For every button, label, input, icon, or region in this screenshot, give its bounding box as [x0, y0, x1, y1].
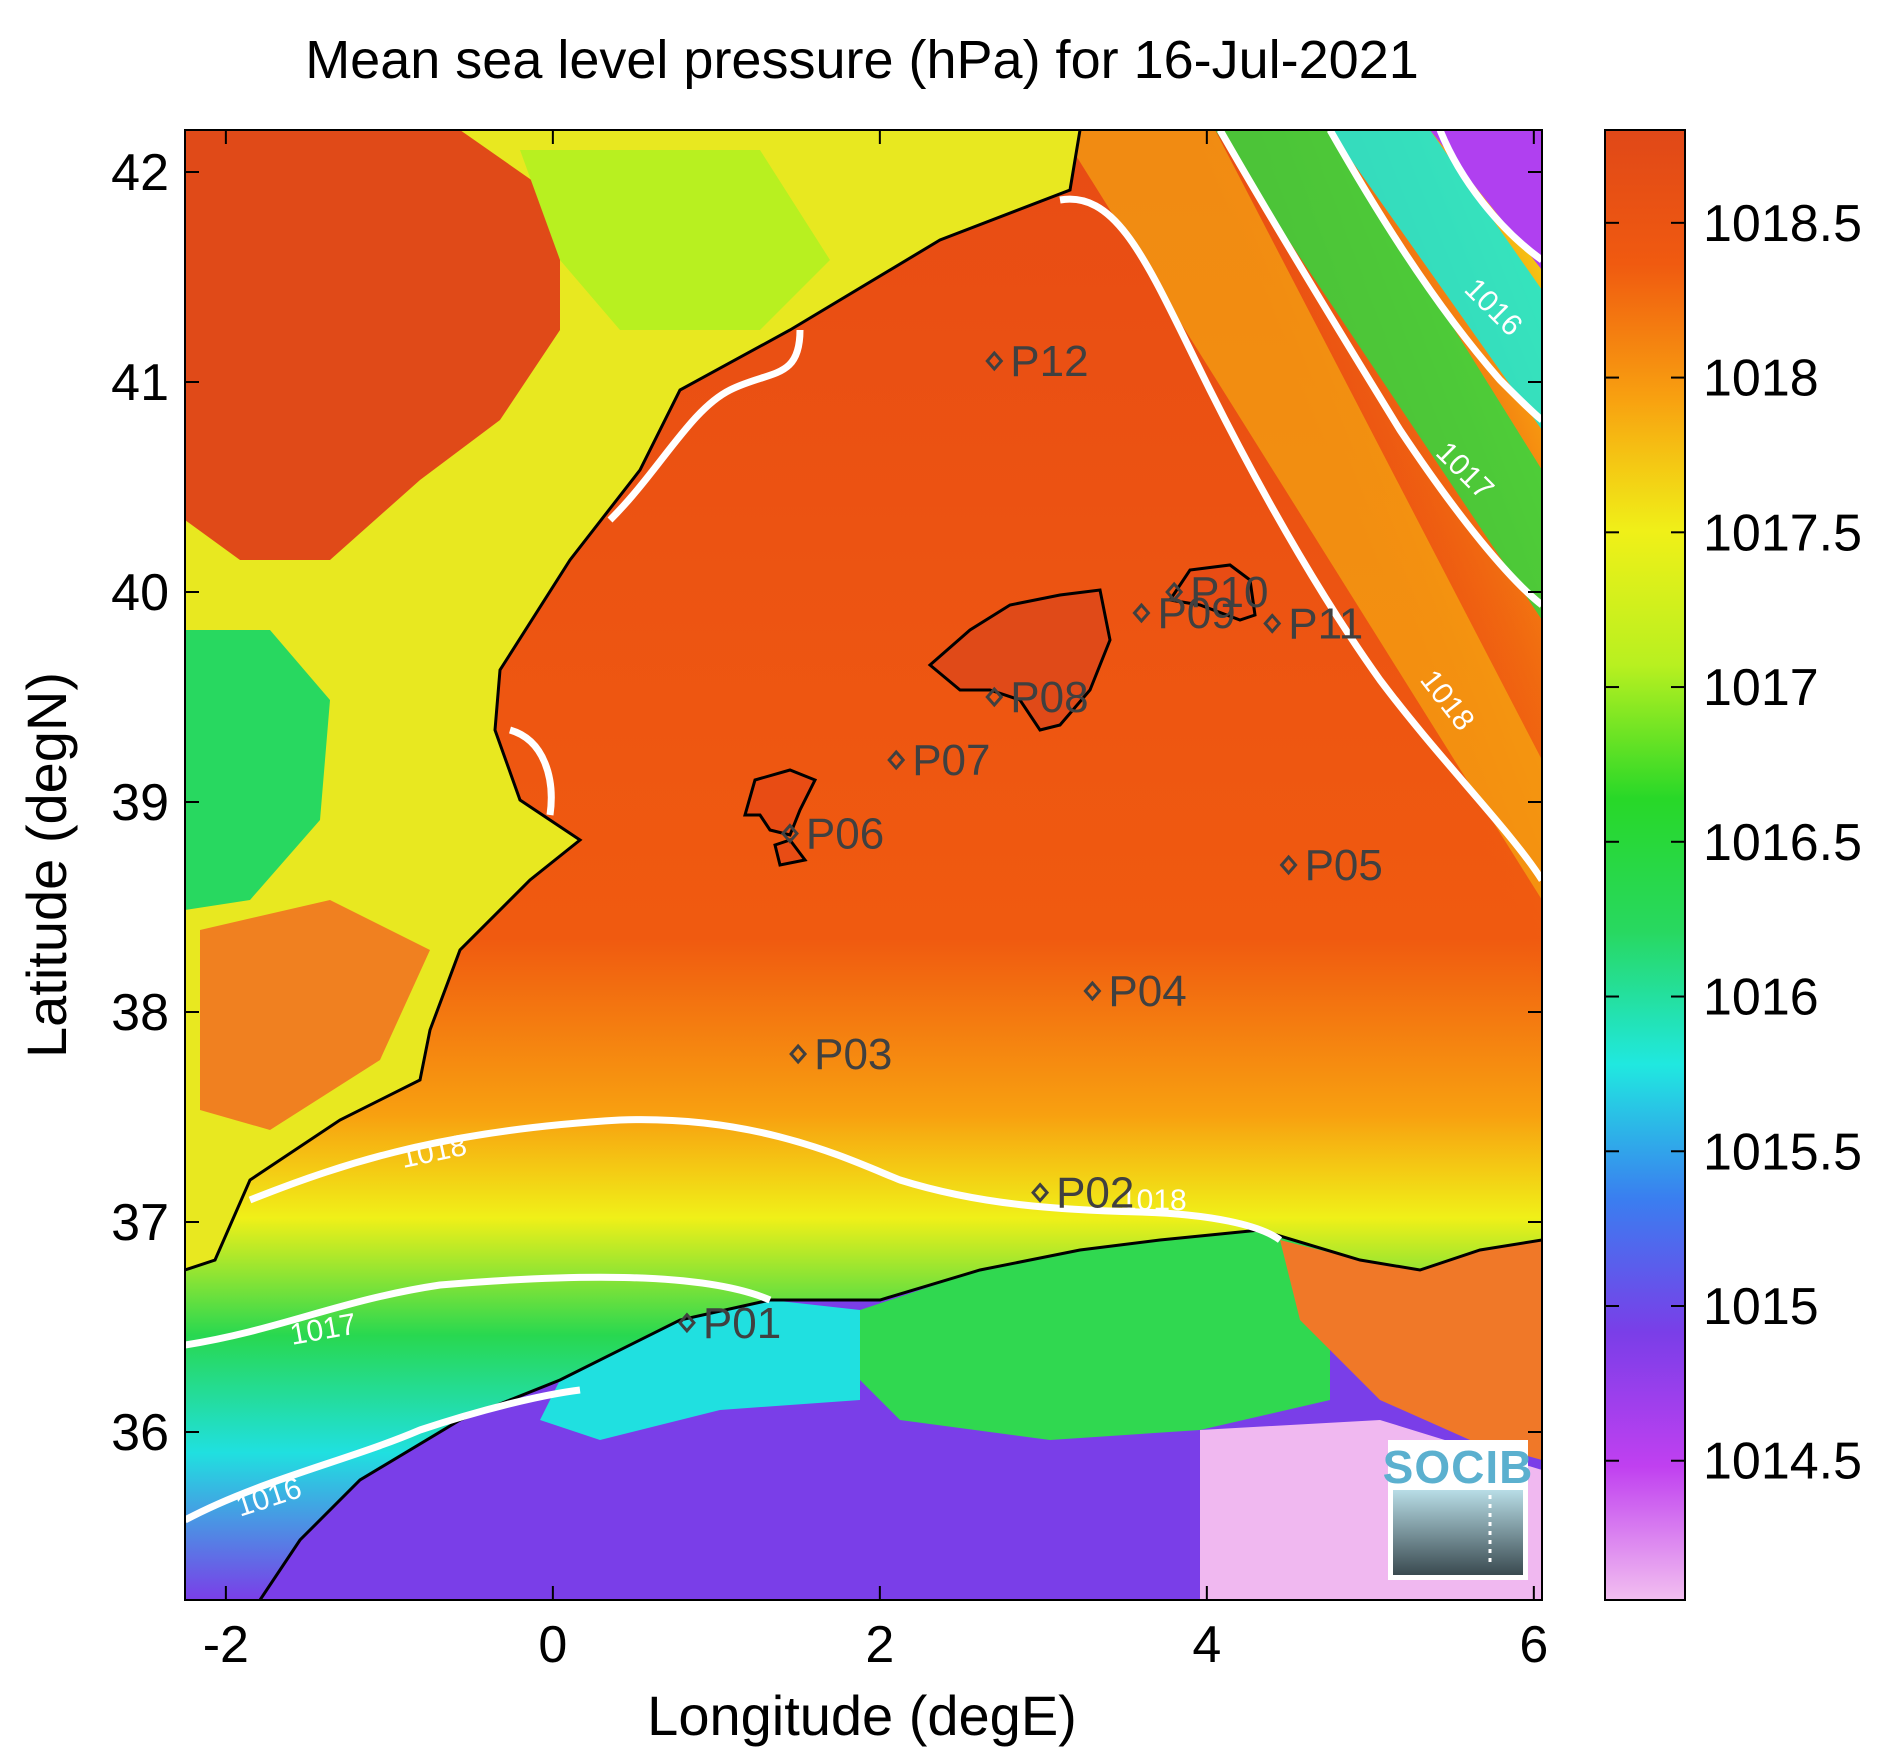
station-marker-4 — [1279, 854, 1298, 876]
x-tick-label-3: 4 — [1192, 1616, 1221, 1674]
map-plot-frame — [184, 129, 1543, 1601]
station-label-1: P02 — [1056, 1169, 1134, 1218]
station-marker-2 — [789, 1043, 808, 1065]
x-tick-label-4: 6 — [1519, 1616, 1548, 1674]
station-label-6: P07 — [912, 736, 990, 785]
northeast-green-band — [1215, 130, 1542, 620]
ibiza-island — [743, 768, 818, 837]
station-p05: P05 — [1279, 841, 1383, 890]
pressure-field: 1018 1018 1017 1016 1018 1017 1016 P01P0… — [185, 130, 1542, 1600]
station-p01: P01 — [677, 1299, 781, 1348]
colorbar-tick-label-1: 1015 — [1703, 1278, 1819, 1336]
station-label-3: P04 — [1108, 967, 1186, 1016]
iberia-orange-region — [200, 900, 430, 1130]
north-africa-cyan-region — [540, 1300, 860, 1440]
station-label-0: P01 — [703, 1299, 781, 1348]
station-marker-8 — [1132, 602, 1151, 624]
station-label-4: P05 — [1305, 841, 1383, 890]
colorbar-tick-label-0: 1014.5 — [1703, 1433, 1862, 1491]
x-axis: -2 0 2 4 6 — [203, 130, 1548, 1674]
colorbar-tick-label-8: 1018.5 — [1703, 195, 1862, 253]
station-marker-0 — [677, 1312, 696, 1334]
station-marker-6 — [887, 749, 906, 771]
iberia-coastline — [185, 130, 1082, 1272]
isobar-1018-east — [1059, 195, 1542, 882]
formentera-island — [773, 838, 808, 867]
y-tick-label-3: 39 — [111, 774, 169, 832]
station-p04: P04 — [1083, 967, 1187, 1016]
menorca-island — [1167, 563, 1257, 622]
isobar-1016-south — [185, 1386, 581, 1524]
y-tick-label-4: 40 — [111, 564, 169, 622]
pyrenees-green-region — [520, 150, 830, 330]
station-label-11: P12 — [1010, 337, 1088, 386]
station-marker-10 — [1263, 613, 1282, 634]
colorbar-tick-label-5: 1017 — [1703, 659, 1819, 717]
iberia-high-region — [185, 130, 560, 560]
isobar-1017-east — [1216, 130, 1542, 608]
north-africa-green-region — [860, 1230, 1330, 1440]
north-africa-orange-region — [1280, 1240, 1542, 1460]
iberia-green-region — [185, 630, 330, 910]
station-label-9: P10 — [1190, 568, 1268, 617]
contour-label-1018-center: 1018 — [1120, 1184, 1187, 1217]
figure-title: Mean sea level pressure (hPa) for 16-Jul… — [305, 30, 1419, 90]
y-tick-label-1: 37 — [111, 1194, 169, 1252]
y-tick-label-0: 36 — [111, 1404, 169, 1462]
isobar-1017-south — [185, 1273, 772, 1349]
colorbar-tick-label-3: 1016 — [1703, 969, 1819, 1027]
mallorca-island — [927, 588, 1112, 732]
station-p12: P12 — [985, 337, 1089, 386]
colorbar-tick-label-6: 1017.5 — [1703, 504, 1862, 562]
socib-logo-gradient — [1393, 1490, 1523, 1575]
y-tick-label-6: 42 — [111, 144, 169, 202]
x-tick-label-1: 0 — [538, 1616, 567, 1674]
colorbar — [1604, 129, 1686, 1601]
station-marker-7 — [985, 686, 1004, 708]
isobar-1018-coastal-pocket — [607, 329, 804, 523]
station-p06: P06 — [780, 810, 884, 859]
station-p03: P03 — [789, 1030, 892, 1079]
station-label-7: P08 — [1010, 673, 1088, 722]
station-marker-1 — [1031, 1182, 1050, 1203]
socib-logo: SOCIB — [1383, 1440, 1534, 1580]
socib-logo-text: SOCIB — [1383, 1441, 1534, 1493]
x-tick-label-0: -2 — [203, 1616, 249, 1674]
y-tick-label-5: 41 — [111, 354, 169, 412]
x-tick-label-2: 2 — [865, 1616, 894, 1674]
isobar-1015-northeast — [1436, 130, 1542, 263]
y-axis: 36 37 38 39 40 41 42 — [111, 144, 1542, 1462]
colorbar-tick-label-2: 1015.5 — [1703, 1123, 1862, 1181]
y-tick-label-2: 38 — [111, 984, 169, 1042]
station-marker-5 — [780, 823, 799, 844]
isobar-1018-south — [248, 1116, 1283, 1243]
station-marker-9 — [1165, 581, 1184, 603]
station-p07: P07 — [887, 736, 990, 785]
station-p02: P02 — [1031, 1169, 1134, 1218]
x-axis-title: Longitude (degE) — [647, 1684, 1077, 1747]
station-p10: P10 — [1165, 568, 1268, 617]
africa-coastline — [258, 1228, 1542, 1600]
colorbar-tick-label-7: 1018 — [1703, 350, 1819, 408]
colorbar-tick-label-4: 1016.5 — [1703, 814, 1862, 872]
station-p08: P08 — [985, 673, 1089, 722]
station-marker-11 — [985, 350, 1004, 372]
y-axis-title: Latitude (degN) — [15, 672, 78, 1058]
station-label-5: P06 — [806, 810, 884, 859]
station-marker-3 — [1083, 980, 1102, 1002]
isobar-1016-east — [1326, 130, 1542, 423]
station-label-10: P11 — [1288, 600, 1363, 649]
northeast-cyan-band — [1330, 130, 1542, 430]
isobar-1018-valencia-pocket — [508, 726, 555, 816]
station-label-2: P03 — [814, 1030, 892, 1079]
station-p11: P11 — [1263, 600, 1363, 649]
colorbar-ticks: 1014.5 1015 1015.5 1016 1016.5 1017 1017.5 1018… — [1605, 195, 1862, 1491]
